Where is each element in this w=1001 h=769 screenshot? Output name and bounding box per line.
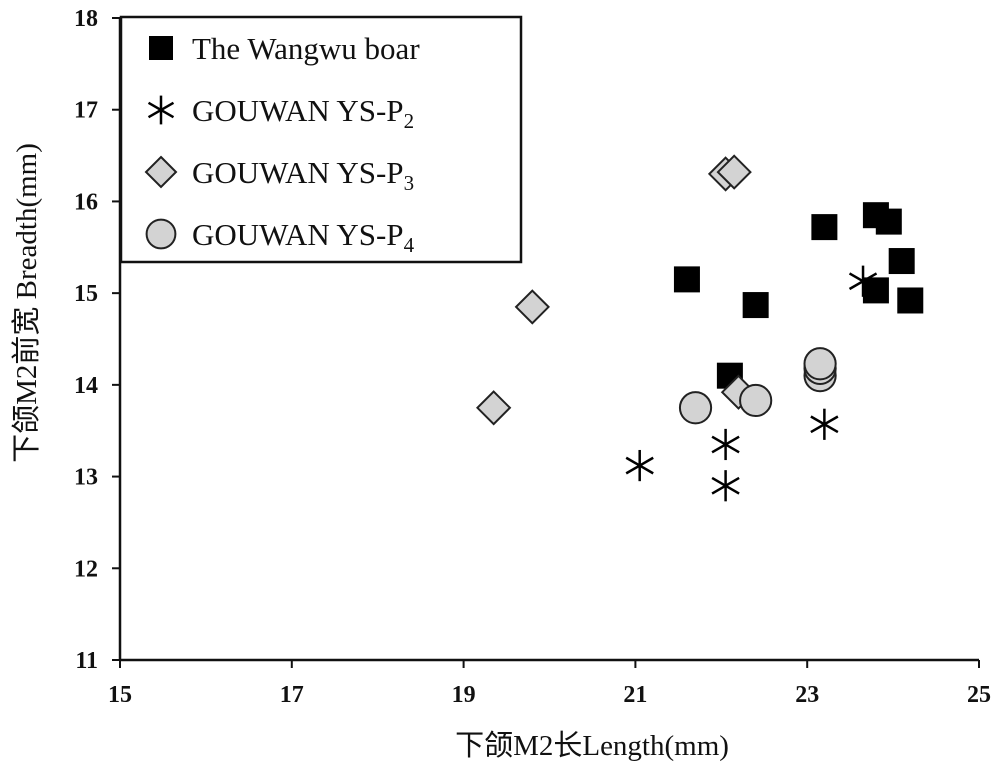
data-point-square bbox=[673, 266, 700, 293]
legend-marker-asterisk bbox=[147, 95, 175, 125]
circle-marker bbox=[145, 218, 177, 250]
y-tick-label: 13 bbox=[74, 465, 98, 491]
square-marker bbox=[673, 266, 700, 293]
data-point-diamond bbox=[476, 390, 512, 426]
y-ticks: 11 12 13 14 15 16 17 18 bbox=[74, 6, 120, 674]
y-tick-label: 15 bbox=[74, 281, 98, 307]
series-asterisk bbox=[625, 265, 878, 502]
data-points bbox=[476, 154, 924, 502]
legend-label-text: The Wangwu boar bbox=[192, 31, 420, 66]
x-tick-label: 15 bbox=[108, 682, 132, 708]
series-diamond bbox=[476, 154, 757, 426]
asterisk-stroke bbox=[147, 101, 175, 119]
data-point-square bbox=[897, 287, 924, 314]
legend-marker-square bbox=[149, 36, 173, 60]
y-tick-label: 17 bbox=[74, 98, 98, 124]
square-marker bbox=[875, 208, 902, 235]
asterisk-stroke bbox=[810, 415, 839, 434]
legend-marker-circle bbox=[145, 218, 177, 250]
data-point-asterisk bbox=[711, 428, 740, 461]
x-tick-label: 23 bbox=[795, 682, 819, 708]
asterisk-stroke bbox=[848, 272, 878, 291]
square-marker bbox=[888, 248, 915, 275]
series-circle bbox=[678, 347, 837, 425]
square-marker bbox=[742, 292, 769, 319]
data-point-square bbox=[875, 208, 902, 235]
legend-label: GOUWAN YS-P2 bbox=[192, 93, 414, 133]
circle-marker bbox=[739, 383, 773, 418]
y-tick-label: 18 bbox=[74, 6, 98, 32]
y-tick-label: 11 bbox=[75, 648, 98, 674]
y-tick-label: 16 bbox=[74, 189, 98, 215]
y-tick-label: 14 bbox=[74, 373, 98, 399]
asterisk-stroke bbox=[711, 476, 740, 495]
x-tick-label: 17 bbox=[280, 682, 304, 708]
x-tick-label: 25 bbox=[967, 682, 991, 708]
legend-label-text: GOUWAN YS-P bbox=[192, 217, 404, 252]
legend-marker-diamond bbox=[144, 155, 178, 189]
diamond-marker bbox=[476, 390, 512, 426]
diamond-marker bbox=[514, 289, 550, 325]
legend-label-text: GOUWAN YS-P bbox=[192, 93, 404, 128]
data-point-circle bbox=[803, 347, 837, 381]
asterisk-stroke bbox=[625, 456, 654, 475]
x-ticks: 15 17 19 21 23 25 bbox=[108, 660, 991, 708]
legend-label-text: GOUWAN YS-P bbox=[192, 155, 404, 190]
data-point-asterisk bbox=[848, 265, 878, 297]
square-marker bbox=[149, 36, 173, 60]
data-point-diamond bbox=[514, 289, 550, 325]
legend-label-subscript: 3 bbox=[404, 171, 415, 195]
y-axis-title: 下颌M2前宽 Breadth(mm) bbox=[10, 143, 43, 463]
legend-label: GOUWAN YS-P3 bbox=[192, 155, 414, 195]
data-point-asterisk bbox=[625, 449, 654, 482]
legend-label: The Wangwu boar bbox=[192, 31, 420, 66]
square-marker bbox=[811, 214, 838, 241]
x-tick-label: 19 bbox=[452, 682, 476, 708]
y-tick-label: 12 bbox=[74, 556, 98, 582]
legend-label: GOUWAN YS-P4 bbox=[192, 217, 415, 257]
data-point-square bbox=[742, 292, 769, 319]
legend-label-subscript: 2 bbox=[404, 109, 415, 133]
x-tick-label: 21 bbox=[623, 682, 647, 708]
square-marker bbox=[862, 277, 889, 304]
legend-box bbox=[119, 15, 523, 264]
circle-marker bbox=[803, 347, 837, 381]
data-point-square bbox=[888, 248, 915, 275]
data-point-circle bbox=[739, 383, 773, 418]
legend-label-subscript: 4 bbox=[404, 233, 415, 257]
data-point-circle bbox=[678, 391, 713, 425]
diamond-marker bbox=[716, 154, 752, 190]
series-square bbox=[673, 202, 924, 389]
data-point-square bbox=[811, 214, 838, 241]
data-point-diamond bbox=[716, 154, 752, 190]
data-point-asterisk bbox=[711, 470, 740, 502]
diamond-marker bbox=[144, 155, 178, 189]
square-marker bbox=[897, 287, 924, 314]
data-point-asterisk bbox=[810, 408, 839, 440]
circle-marker bbox=[678, 391, 713, 425]
data-point-square bbox=[862, 277, 889, 304]
x-axis-title: 下颌M2长Length(mm) bbox=[455, 729, 729, 762]
asterisk-stroke bbox=[711, 435, 740, 454]
